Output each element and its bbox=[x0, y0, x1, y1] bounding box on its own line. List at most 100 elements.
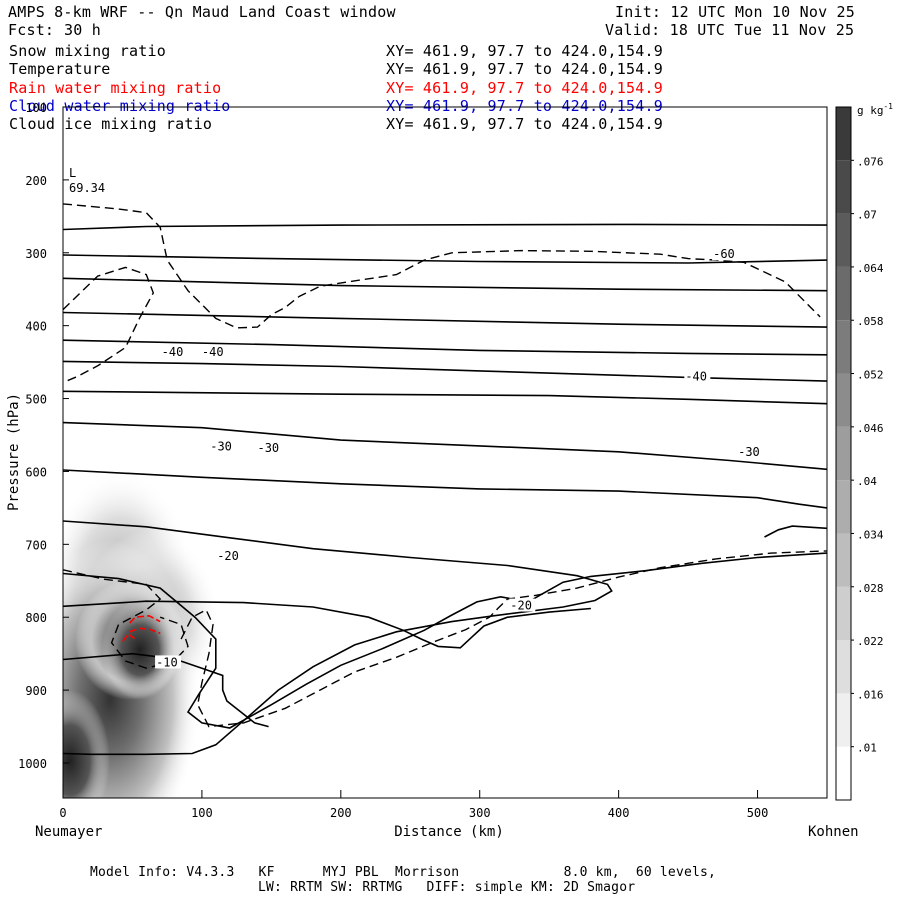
field-xy-range: XY= 461.9, 97.7 to 424.0,154.9 bbox=[386, 42, 663, 60]
temperature-label: -30 bbox=[738, 445, 760, 459]
x-tick-label: 100 bbox=[191, 806, 213, 820]
x-tick-label: 500 bbox=[747, 806, 769, 820]
y-tick-label: 600 bbox=[25, 465, 47, 479]
y-tick-label: 900 bbox=[25, 684, 47, 698]
temperature-label-bg bbox=[737, 444, 764, 458]
rain-contour-line bbox=[129, 614, 161, 624]
isotherm-line bbox=[63, 360, 827, 382]
temperature-label-bg bbox=[684, 369, 711, 383]
low-marker-label: L bbox=[69, 166, 76, 180]
temperature-label-bg bbox=[216, 548, 243, 562]
isotherm-line bbox=[63, 277, 827, 292]
colorbar-unit: g kg bbox=[857, 104, 884, 117]
x-tick-label: 400 bbox=[608, 806, 630, 820]
colorbar-bin bbox=[836, 586, 851, 641]
y-tick-label: 1000 bbox=[18, 757, 47, 771]
snow-contour-line bbox=[63, 569, 189, 669]
isotherm-line bbox=[63, 421, 827, 471]
colorbar-bin bbox=[836, 693, 851, 747]
colorbar-tick-label: .07 bbox=[857, 209, 877, 222]
isotherm-line bbox=[63, 600, 591, 649]
model-info-line1: Model Info: V4.3.3 KF MYJ PBL Morrison 8… bbox=[90, 865, 717, 880]
isotherm-line bbox=[63, 339, 827, 356]
isotherm-line bbox=[63, 254, 827, 264]
init-time: Init: 12 UTC Mon 10 Nov 25 bbox=[615, 3, 855, 21]
temperature-label: -20 bbox=[217, 549, 239, 563]
isotherm-line bbox=[63, 311, 827, 328]
temperature-label: -40 bbox=[685, 370, 707, 384]
snow-contour-line bbox=[63, 266, 155, 384]
isotherm-line bbox=[63, 520, 613, 756]
temperature-label: -40 bbox=[202, 345, 224, 359]
right-station-label: Kohnen bbox=[808, 824, 859, 840]
colorbar-tick-label: .016 bbox=[857, 688, 884, 701]
colorbar-bin bbox=[836, 266, 851, 321]
colorbar-tick-label: .052 bbox=[857, 369, 884, 382]
low-marker-value: 69.34 bbox=[69, 181, 105, 195]
field-name: Temperature bbox=[9, 60, 111, 79]
isotherm-line bbox=[63, 552, 827, 729]
colorbar-bin bbox=[836, 426, 851, 481]
colorbar-bin bbox=[836, 533, 851, 587]
axes: 100 200 300 400 500 600 700 800 900 1000 0 100 200 30… bbox=[18, 101, 768, 820]
forecast-hours: 30 h bbox=[64, 21, 101, 39]
isotherm-line bbox=[764, 525, 827, 538]
temperature-label-bg bbox=[155, 655, 182, 669]
temperature-label: -40 bbox=[162, 345, 184, 359]
y-tick-label: 500 bbox=[25, 393, 47, 407]
field-xy-range: XY= 461.9, 97.7 to 424.0,154.9 bbox=[386, 60, 663, 79]
colorbar-bin bbox=[836, 213, 851, 267]
field-name: Cloud ice mixing ratio bbox=[9, 115, 213, 134]
x-tick-label: 0 bbox=[59, 806, 66, 820]
temperature-label: -30 bbox=[210, 440, 232, 454]
isotherm-line bbox=[63, 223, 827, 231]
x-tick-label: 300 bbox=[469, 806, 491, 820]
y-tick-label: 100 bbox=[25, 101, 47, 115]
x-tick-label: 200 bbox=[330, 806, 352, 820]
valid-time: Valid: 18 UTC Tue 11 Nov 25 bbox=[605, 21, 855, 39]
colorbar-tick-label: .064 bbox=[857, 262, 884, 275]
y-tick-label: 700 bbox=[25, 538, 47, 552]
colorbar-tick-label: .058 bbox=[857, 315, 884, 328]
colorbar-tick-label: .046 bbox=[857, 422, 884, 435]
isotherm-line bbox=[63, 469, 827, 509]
colorbar-tick-label: .04 bbox=[857, 475, 877, 488]
temperature-label: -10 bbox=[156, 655, 178, 669]
temperature-labels: -60 -40 -40 -40 -30 -30 -30 -20 -20 -10 bbox=[155, 247, 764, 669]
colorbar: .01 .016 .022 .028 .034 .04 .046 .052 .058 .064 .0… bbox=[835, 102, 893, 801]
colorbar-tick-label: .028 bbox=[857, 582, 884, 595]
colorbar-bin bbox=[836, 480, 851, 534]
chart-title: AMPS 8-km WRF -- Qn Maud Land Coast wind… bbox=[8, 3, 396, 21]
colorbar-unit-exponent: -1 bbox=[883, 102, 893, 111]
temperature-label-bg bbox=[200, 344, 227, 358]
temperature-label: -20 bbox=[510, 599, 532, 613]
colorbar-tick-label: .01 bbox=[857, 742, 877, 755]
colorbar-tick-label: .034 bbox=[857, 528, 884, 541]
rain-contour-line bbox=[129, 627, 161, 635]
temperature-label-bg bbox=[160, 344, 187, 358]
rain-contours bbox=[122, 614, 161, 642]
colorbar-bin bbox=[836, 160, 851, 214]
snow-shading bbox=[63, 470, 220, 798]
plot-frame bbox=[62, 106, 828, 799]
isotherm-line bbox=[63, 652, 269, 728]
isotherm-line bbox=[63, 390, 827, 405]
temperature-label-bg bbox=[712, 247, 739, 261]
left-station-label: Neumayer bbox=[35, 824, 102, 840]
colorbar-bin bbox=[836, 107, 851, 161]
snow-contours bbox=[63, 203, 827, 728]
snow-contour-line bbox=[180, 550, 827, 728]
field-name: Cloud water mixing ratio bbox=[9, 96, 231, 115]
colorbar-bin bbox=[836, 746, 851, 800]
y-tick-label: 800 bbox=[25, 611, 47, 625]
field-name: Rain water mixing ratio bbox=[9, 78, 222, 97]
field-xy-range: XY= 461.9, 97.7 to 424.0,154.9 bbox=[386, 78, 663, 97]
colorbar-bin bbox=[836, 373, 851, 427]
temperature-contours bbox=[63, 223, 827, 756]
colorbar-tick-label: .022 bbox=[857, 635, 884, 648]
temperature-label-bg bbox=[256, 441, 283, 455]
colorbar-frame bbox=[835, 106, 852, 801]
snow-contour-line bbox=[63, 203, 821, 329]
y-axis-label: Pressure (hPa) bbox=[6, 393, 22, 511]
temperature-label: -60 bbox=[713, 247, 735, 261]
